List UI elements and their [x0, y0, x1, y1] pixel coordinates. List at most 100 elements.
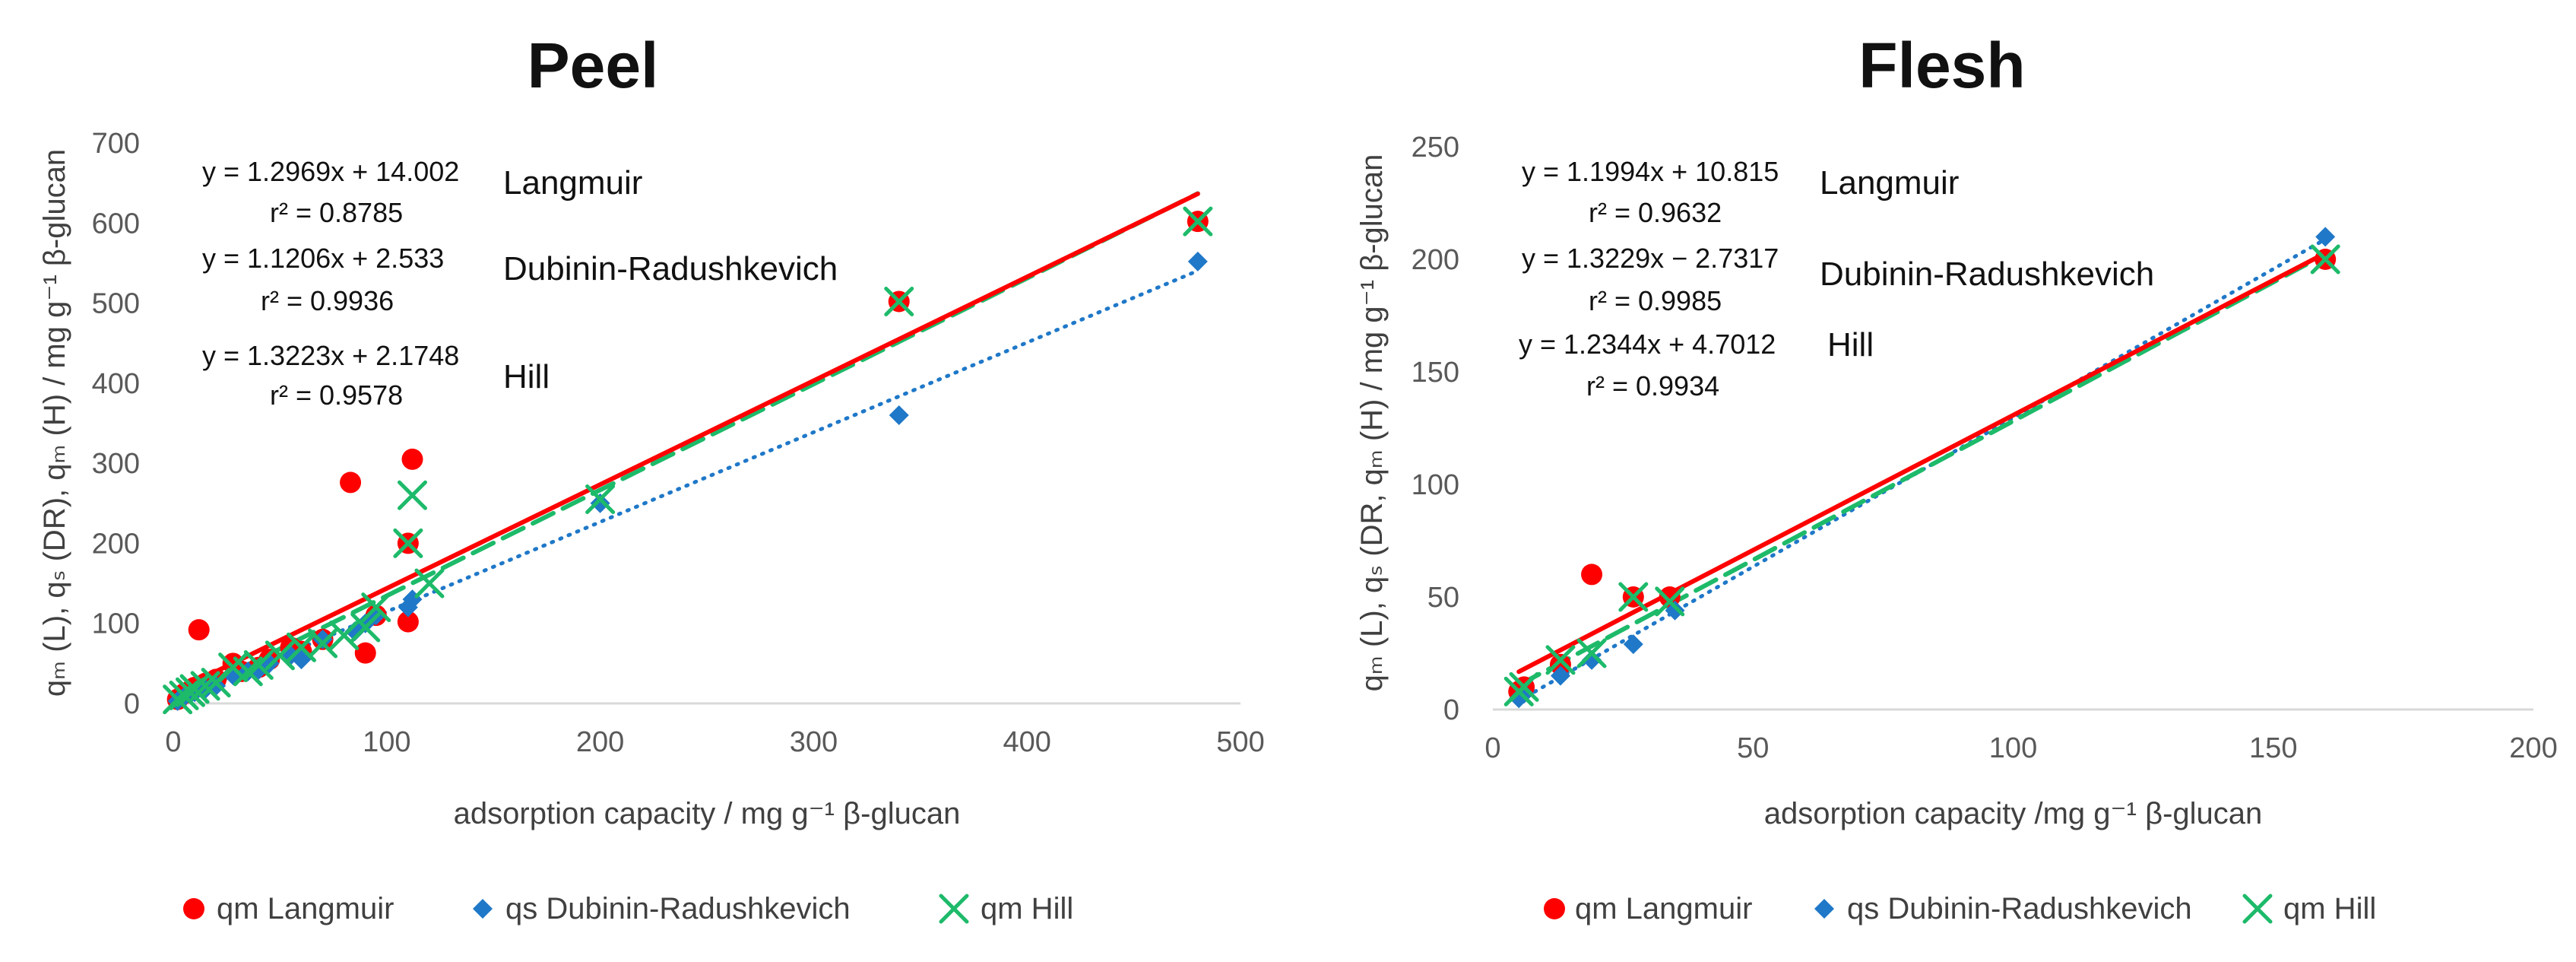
- model-name: Hill: [503, 358, 550, 395]
- data-point: [401, 448, 423, 470]
- regression-r2: r² = 0.9936: [261, 285, 394, 316]
- data-point: [1549, 653, 1571, 675]
- y-tick-label: 50: [1427, 582, 1459, 614]
- data-point: [188, 619, 210, 641]
- y-tick-label: 400: [92, 368, 140, 400]
- model-name: Dubinin-Radushkevich: [503, 250, 838, 287]
- legend: qm Langmuir qs Dubinin-Radushkevich qm Hil…: [1544, 892, 2376, 925]
- model-name: Hill: [1827, 326, 1874, 364]
- y-tick-label: 200: [92, 528, 140, 560]
- x-tick-label: 100: [363, 726, 410, 758]
- legend-label: qm Hill: [2283, 892, 2376, 925]
- x-tick-label: 50: [1737, 732, 1769, 764]
- data-point: [2315, 227, 2336, 247]
- trendline-circle: [1516, 250, 2328, 675]
- x-tick-label: 400: [1003, 726, 1050, 758]
- x-tick-label: 0: [1484, 732, 1500, 764]
- legend-label: qm Langmuir: [217, 892, 394, 925]
- data-point: [1187, 251, 1208, 271]
- data-point: [397, 480, 427, 510]
- legend-label: qm Hill: [981, 892, 1073, 925]
- data-point: [350, 612, 381, 643]
- data-point: [361, 592, 391, 623]
- data-point: [393, 528, 423, 558]
- y-tick-label: 700: [92, 128, 140, 160]
- data-point: [312, 629, 333, 649]
- trendline-x: [1516, 252, 2328, 687]
- data-point: [1618, 582, 1649, 612]
- y-tick-label: 300: [92, 448, 140, 480]
- trendline-diamond: [171, 268, 1200, 703]
- x-tick-label: 100: [1989, 732, 2037, 764]
- data-point: [340, 471, 362, 494]
- y-tick-label: 250: [1412, 132, 1459, 164]
- regression-equation: y = 1.2344x + 4.7012: [1519, 329, 1776, 360]
- x-axis-label: adsorption capacity / mg g⁻¹ β-glucan: [454, 797, 961, 830]
- data-point: [243, 649, 274, 680]
- y-tick-label: 0: [1443, 694, 1459, 726]
- x-tick-label: 200: [576, 726, 624, 758]
- data-point: [329, 621, 360, 651]
- legend-label: qm Langmuir: [1575, 892, 1752, 925]
- legend-marker: [2242, 894, 2273, 924]
- regression-r2: r² = 0.9578: [270, 379, 403, 411]
- y-tick-label: 600: [92, 208, 140, 240]
- regression-r2: r² = 0.9632: [1589, 197, 1722, 228]
- data-point: [884, 286, 914, 316]
- data-point: [1550, 665, 1570, 686]
- data-point: [179, 674, 210, 704]
- legend-marker: [183, 898, 204, 919]
- data-point: [585, 484, 616, 515]
- regression-r2: r² = 0.9934: [1586, 370, 1719, 402]
- series-qs-dubinin-radushkevich: [1509, 227, 2336, 709]
- model-name: Dubinin-Radushkevich: [1820, 256, 2154, 293]
- data-point: [265, 640, 295, 671]
- legend-label: qs Dubinin-Radushkevich: [1847, 892, 2192, 925]
- regression-r2: r² = 0.9985: [1589, 285, 1722, 316]
- regression-equation: y = 1.1994x + 10.815: [1522, 156, 1779, 187]
- data-point: [414, 568, 445, 598]
- series-qm-hill: [1503, 244, 2340, 706]
- data-point: [354, 642, 376, 664]
- y-tick-label: 100: [1412, 469, 1459, 501]
- data-point: [1509, 671, 1539, 702]
- model-name: Langmuir: [1820, 164, 1959, 202]
- y-tick-label: 200: [1412, 244, 1459, 276]
- y-tick-label: 150: [1412, 357, 1459, 389]
- regression-equation: y = 1.3229x − 2.7317: [1522, 243, 1779, 274]
- legend-label: qs Dubinin-Radushkevich: [505, 892, 851, 925]
- data-point: [190, 671, 220, 701]
- x-tick-label: 300: [790, 726, 838, 758]
- data-point: [1623, 634, 1643, 655]
- legend-marker: [473, 899, 493, 919]
- data-point: [590, 493, 610, 513]
- legend: qm Langmuir qs Dubinin-Radushkevich qm Hil…: [183, 892, 1073, 925]
- series-qm-hill: [163, 206, 1213, 715]
- chart-title: Peel: [528, 30, 659, 101]
- y-tick-label: 500: [92, 288, 140, 320]
- legend-marker: [1544, 898, 1565, 919]
- x-axis-label: adsorption capacity /mg g⁻¹ β-glucan: [1764, 797, 2263, 830]
- x-tick-label: 200: [2509, 732, 2557, 764]
- data-point: [1581, 564, 1603, 586]
- model-name: Langmuir: [503, 164, 642, 202]
- regression-equation: y = 1.1206x + 2.533: [202, 243, 444, 274]
- y-axis-label: qₘ (L), qₛ (DR), qₘ (H) / mg g⁻¹ β-gluca…: [38, 149, 71, 697]
- x-tick-label: 0: [165, 726, 181, 758]
- regression-equation: y = 1.2969x + 14.002: [202, 156, 459, 187]
- x-tick-label: 150: [2249, 732, 2297, 764]
- legend-marker: [939, 894, 969, 924]
- y-tick-label: 0: [124, 688, 140, 720]
- y-tick-label: 100: [92, 608, 140, 640]
- data-point: [1655, 586, 1685, 617]
- data-point: [1665, 600, 1685, 621]
- data-point: [1183, 206, 1213, 237]
- data-point: [397, 611, 419, 633]
- regression-r2: r² = 0.8785: [270, 197, 403, 228]
- regression-equation: y = 1.3223x + 2.1748: [202, 340, 459, 371]
- data-point: [2310, 244, 2340, 275]
- data-point: [1582, 649, 1602, 670]
- data-point: [889, 405, 909, 425]
- trendline-circle: [171, 191, 1200, 695]
